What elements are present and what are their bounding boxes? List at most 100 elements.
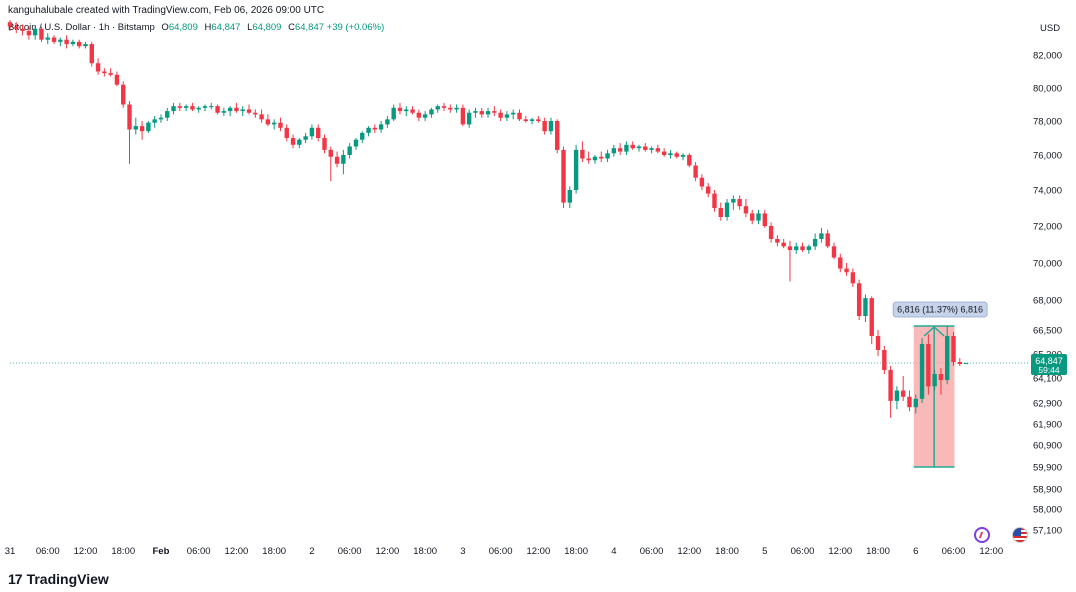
change-value: +39 (+0.06%) [326,22,385,33]
candle-body [14,26,19,29]
candle [617,143,623,155]
candle [290,134,296,149]
candle-body [441,106,447,108]
candle [378,121,384,133]
price-tick-label: 66,500 [1033,326,1062,337]
time-tick-label: 3 [460,546,465,557]
candle-body [202,106,208,108]
price-tick-label: 76,000 [1033,151,1062,162]
candle-body [328,149,333,157]
candle-body [844,268,849,273]
price-tag-value: 64,847 [1035,356,1063,366]
candle-body [592,156,598,161]
candle [51,35,57,45]
candle-body [83,44,88,47]
candle-body [479,111,484,115]
candle [322,134,327,154]
candle [7,20,13,31]
candle [221,107,227,117]
created-line: kanguhalubale created with TradingView.c… [8,5,325,16]
candle [70,39,76,47]
candle-body [404,109,409,112]
candle-body [20,28,25,31]
time-tick-label: 5 [762,546,767,557]
symbol-label[interactable]: Bitcoin / U.S. Dollar · 1h · Bitstamp [8,22,155,33]
candle [114,71,120,87]
us-flag-icon[interactable] [1012,527,1028,543]
candle [680,153,686,161]
candle-body [45,37,50,40]
candle [39,26,44,42]
candle-body [7,22,13,27]
candle [416,109,422,121]
candle-body [882,350,887,370]
candle [127,101,132,164]
candle-body [259,114,264,120]
candle-body [108,73,113,75]
candle [64,35,69,49]
candle [76,39,82,49]
candle [567,186,573,208]
candle-body [391,107,396,120]
candle [334,151,340,168]
candle-body [750,213,755,221]
time-tick-label: 06:00 [338,546,362,557]
candle [347,143,352,159]
candle-body [341,155,346,164]
candle [473,107,478,118]
candle [284,124,289,142]
candle-body [227,107,233,112]
candle [485,107,491,118]
candle-body [875,336,881,350]
candle-body [894,390,900,401]
lightning-icon[interactable] [974,527,990,543]
candle [353,138,359,150]
tradingview-logo[interactable]: 17 TradingView [8,571,109,587]
candle [894,386,900,410]
candle [724,199,730,221]
candle-body [410,109,415,113]
time-tick-label: 12:00 [225,546,249,557]
candle [882,346,887,374]
price-tick-label: 64,100 [1033,374,1062,385]
candle-body [743,206,749,214]
currency-label: USD [1040,23,1061,34]
candle-body [737,199,742,207]
low-label: L [247,22,253,33]
candle [875,330,881,356]
candle [555,119,560,154]
candle [844,263,849,276]
candle-body [133,126,138,130]
candle-body [819,233,824,239]
candle [83,41,88,49]
candle-body [353,139,359,147]
candle [271,119,277,130]
candle-body [863,298,868,316]
candle-body [957,362,962,364]
candle-body [523,119,528,121]
candle-body [850,272,856,284]
candle-body [70,41,76,45]
candle-body [158,117,164,120]
candle [316,124,321,142]
time-tick-label: 18:00 [413,546,437,557]
candle [693,162,698,182]
close-value: 64,847 [294,22,325,33]
candle [158,114,164,123]
time-tick-label: 12:00 [677,546,701,557]
candle-body [731,199,736,203]
candle [580,141,585,162]
candle-body [643,146,648,150]
candle [932,370,937,391]
price-tick-label: 72,000 [1033,222,1062,233]
candle [441,102,447,112]
candle-body [190,106,195,110]
candle-body [775,238,780,243]
candle-body [253,112,258,115]
candle [479,107,484,118]
candle [504,111,510,121]
candle-body [724,202,730,217]
candle-body [605,153,610,159]
candle [517,109,522,121]
